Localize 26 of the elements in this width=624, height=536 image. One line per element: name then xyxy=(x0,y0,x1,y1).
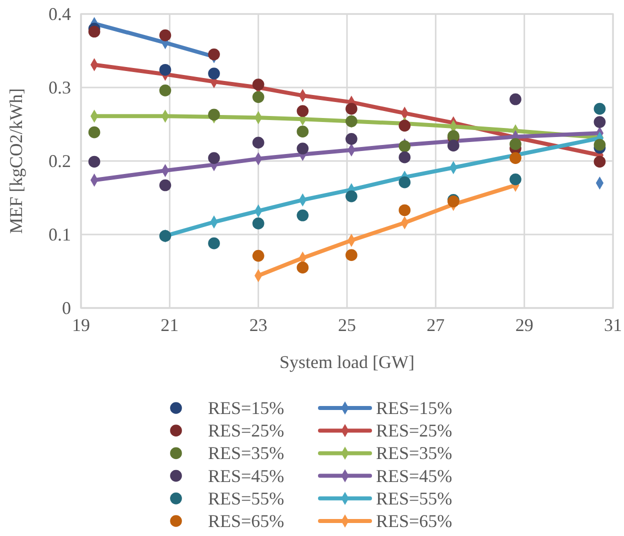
y-tick-label: 0.4 xyxy=(48,4,71,24)
x-tick-label: 25 xyxy=(338,314,356,335)
legend-label: RES=15% xyxy=(376,398,452,418)
x-tick-label: 31 xyxy=(604,314,622,335)
x-tick-label: 21 xyxy=(160,314,179,335)
legend-label: RES=25% xyxy=(208,420,284,441)
x-tick-label: 29 xyxy=(515,314,534,335)
y-tick-label: 0 xyxy=(62,298,71,318)
y-tick-label: 0.2 xyxy=(48,150,71,171)
y-tick-label: 0.1 xyxy=(48,224,71,244)
x-tick-label: 19 xyxy=(72,314,90,335)
legend-label: RES=35% xyxy=(208,443,284,464)
y-axis-title: MEF [kgCO2/kWh] xyxy=(6,88,26,234)
legend-label: RES=45% xyxy=(376,466,452,486)
legend-label: RES=65% xyxy=(208,511,284,531)
x-tick-label: 27 xyxy=(426,314,445,335)
y-tick-label: 0.3 xyxy=(48,77,71,98)
x-tick-label: 23 xyxy=(249,314,268,335)
x-axis-title: System load [GW] xyxy=(280,352,414,372)
legend-label: RES=45% xyxy=(208,466,284,486)
legend-label: RES=55% xyxy=(208,488,284,508)
legend-label: RES=25% xyxy=(376,420,452,441)
legend-label: RES=15% xyxy=(208,398,284,418)
legend-label: RES=35% xyxy=(376,443,452,464)
legend-label: RES=55% xyxy=(376,488,452,508)
legend-label: RES=65% xyxy=(376,511,452,531)
